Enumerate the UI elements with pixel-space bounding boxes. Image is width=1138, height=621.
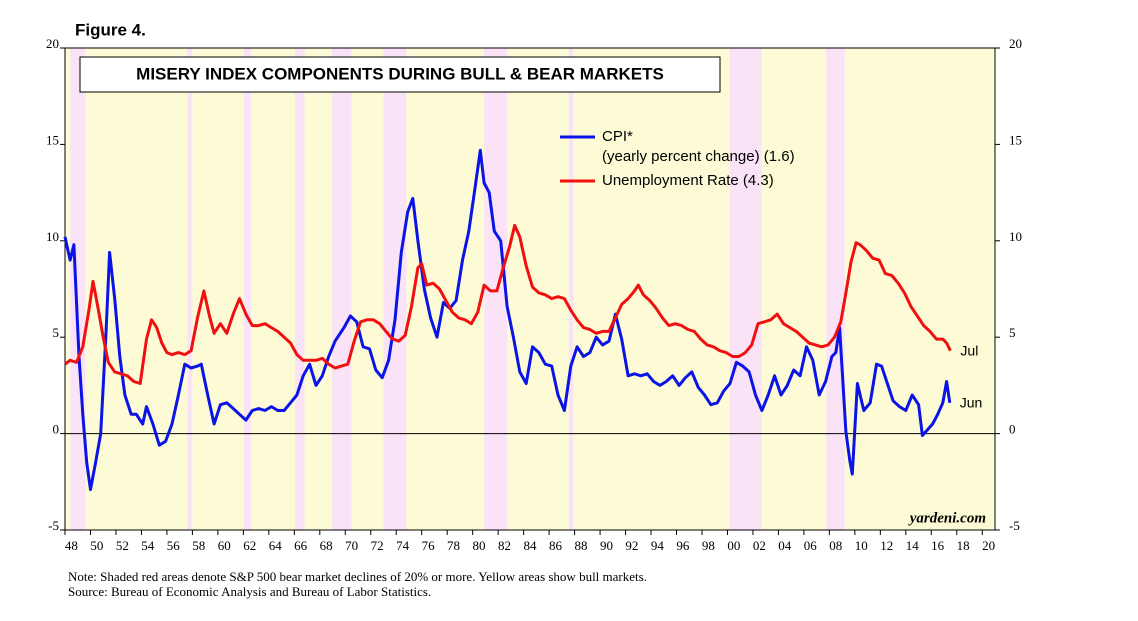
x-tick-label: 78 — [447, 538, 460, 553]
x-tick-label: 64 — [269, 538, 283, 553]
y2-tick-label: 0 — [1009, 422, 1016, 437]
x-tick-label: 76 — [422, 538, 436, 553]
note: Note: Shaded red areas denote S&P 500 be… — [68, 569, 647, 584]
y-tick-label: -5 — [48, 518, 59, 533]
bear-market-band — [383, 48, 407, 530]
x-tick-label: 16 — [931, 538, 945, 553]
bear-market-band — [484, 48, 508, 530]
x-tick-label: 80 — [473, 538, 486, 553]
x-tick-label: 88 — [574, 538, 587, 553]
x-tick-label: 96 — [676, 538, 690, 553]
figure-label: Figure 4. — [75, 20, 146, 39]
x-tick-label: 18 — [957, 538, 970, 553]
y-tick-label: 0 — [53, 422, 60, 437]
x-tick-label: 84 — [524, 538, 538, 553]
x-tick-label: 58 — [192, 538, 205, 553]
x-tick-label: 74 — [396, 538, 410, 553]
y2-tick-label: 20 — [1009, 36, 1022, 51]
x-tick-label: 04 — [778, 538, 792, 553]
end-label: Jul — [960, 342, 978, 358]
watermark: yardeni.com — [908, 510, 986, 526]
y-tick-label: 20 — [46, 36, 59, 51]
x-tick-label: 02 — [753, 538, 766, 553]
y2-tick-label: 15 — [1009, 132, 1022, 147]
plot-frame — [64, 47, 996, 531]
x-tick-label: 62 — [243, 538, 256, 553]
x-tick-label: 86 — [549, 538, 563, 553]
x-tick-label: 94 — [651, 538, 665, 553]
legend-label: CPI* — [602, 128, 633, 145]
x-tick-label: 56 — [167, 538, 181, 553]
legend-label: Unemployment Rate (4.3) — [602, 172, 774, 189]
bear-market-band — [294, 48, 305, 530]
x-tick-label: 70 — [345, 538, 358, 553]
x-tick-label: 54 — [141, 538, 155, 553]
title-box — [79, 56, 721, 93]
x-tick-label: 08 — [829, 538, 842, 553]
chart-title: MISERY INDEX COMPONENTS DURING BULL & BE… — [136, 64, 664, 83]
source: Source: Bureau of Economic Analysis and … — [68, 584, 431, 599]
series-line — [64, 223, 952, 385]
x-tick-label: 48 — [65, 538, 78, 553]
y-tick-label: 5 — [53, 325, 60, 340]
y-tick-label: 10 — [46, 229, 59, 244]
x-tick-label: 20 — [982, 538, 995, 553]
series-line — [63, 148, 952, 491]
bear-market-band — [568, 48, 574, 530]
bear-market-band — [730, 48, 762, 530]
bear-market-band — [70, 48, 86, 530]
bear-market-band — [826, 48, 845, 530]
y2-tick-label: 5 — [1009, 325, 1016, 340]
bull-background — [65, 48, 995, 530]
x-tick-label: 50 — [90, 538, 103, 553]
bear-market-band — [331, 48, 352, 530]
x-tick-label: 90 — [600, 538, 613, 553]
bear-market-band — [243, 48, 251, 530]
y-tick-label: 15 — [46, 132, 59, 147]
legend-detail: (yearly percent change) (1.6) — [602, 148, 795, 165]
bear-market-band — [187, 48, 193, 530]
x-tick-label: 68 — [320, 538, 333, 553]
x-tick-label: 92 — [625, 538, 638, 553]
x-tick-label: 66 — [294, 538, 308, 553]
x-tick-label: 72 — [371, 538, 384, 553]
x-tick-label: 12 — [880, 538, 893, 553]
x-tick-label: 10 — [855, 538, 868, 553]
y2-tick-label: 10 — [1009, 229, 1022, 244]
x-tick-label: 98 — [702, 538, 715, 553]
y2-tick-label: -5 — [1009, 518, 1020, 533]
x-tick-label: 60 — [218, 538, 231, 553]
x-tick-label: 14 — [906, 538, 920, 553]
end-label: Jun — [960, 394, 983, 410]
x-tick-label: 52 — [116, 538, 129, 553]
x-tick-label: 82 — [498, 538, 511, 553]
x-tick-label: 00 — [727, 538, 740, 553]
x-tick-label: 06 — [804, 538, 818, 553]
plot-area — [63, 47, 996, 531]
